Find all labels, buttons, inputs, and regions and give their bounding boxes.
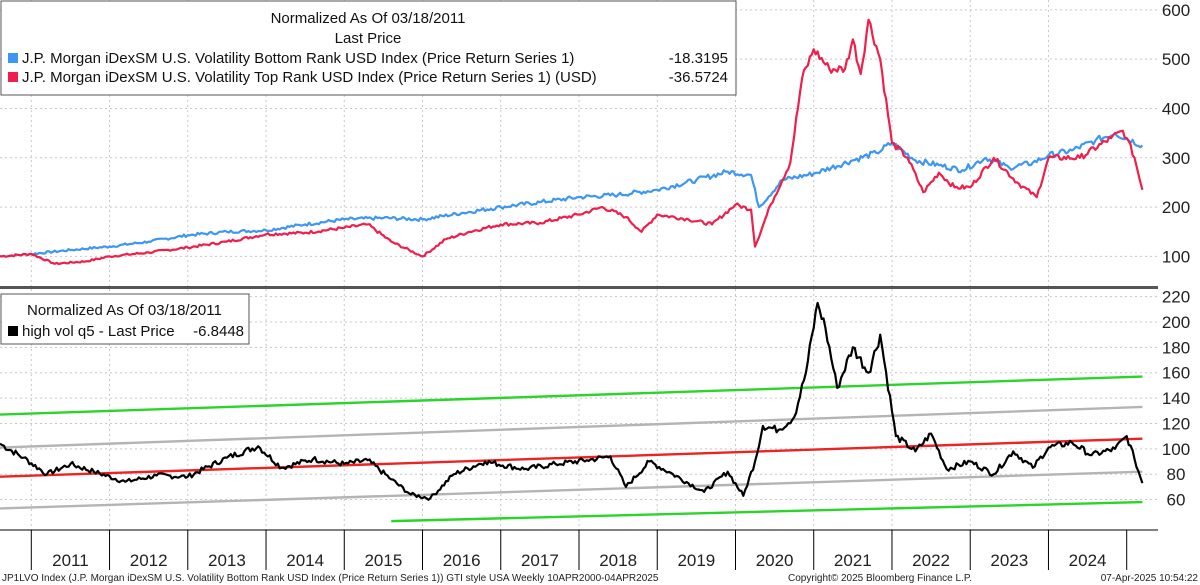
x-year-label-2020: 2020 (756, 551, 794, 570)
top-gridlines (0, 0, 1158, 286)
bottom-y-tick-60: 60 (1167, 491, 1186, 510)
bottom-y-tick-180: 180 (1162, 338, 1190, 357)
x-year-label-2016: 2016 (443, 551, 481, 570)
x-year-label-2013: 2013 (208, 551, 246, 570)
bottom-series-line-0 (0, 301, 1144, 501)
panel-divider (0, 286, 1158, 289)
legend-label-top-rank: J.P. Morgan iDexSM U.S. Volatility Top R… (22, 69, 597, 86)
x-year-label-2019: 2019 (677, 551, 715, 570)
bottom-y-tick-120: 120 (1162, 414, 1190, 433)
top-y-tick-600: 600 (1162, 1, 1190, 20)
legend-swatch-top-rank (8, 72, 18, 82)
bottom-series-lines (0, 301, 1144, 501)
legend-value-top-rank: -36.5724 (669, 69, 728, 86)
top-y-tick-100: 100 (1162, 247, 1190, 266)
footer-copyright: Copyright© 2025 Bloomberg Finance L.P. (788, 573, 972, 584)
bottom-y-tick-100: 100 (1162, 440, 1190, 459)
top-y-tick-500: 500 (1162, 50, 1190, 69)
x-axis-years: 2011 2012 2013 2014 2015 2016 2017 2018 2019 2020… (30, 530, 1128, 570)
bottom-y-axis-labels: 60 80 100 120 140 160 180 200 220 (1162, 288, 1190, 510)
regression-bands (0, 375, 1143, 523)
top-y-axis-labels: 100 200 300 400 500 600 (1162, 1, 1190, 267)
x-year-label-2024: 2024 (1069, 551, 1107, 570)
x-year-label-2018: 2018 (599, 551, 637, 570)
legend-value-bottom-rank: -18.3195 (669, 50, 728, 67)
bottom-y-tick-80: 80 (1167, 465, 1186, 484)
legend-label-bottom-rank: J.P. Morgan iDexSM U.S. Volatility Botto… (22, 50, 574, 67)
footer-timestamp: 07-Apr-2025 10:54:22 (1101, 573, 1199, 584)
legend-swatch-high-vol (8, 326, 18, 336)
bottom-y-tick-140: 140 (1162, 389, 1190, 408)
bottom-legend-box (0, 293, 250, 345)
legend-swatch-bottom-rank (8, 53, 18, 63)
footer-source: JP1LVO Index (J.P. Morgan iDexSM U.S. Vo… (2, 573, 659, 584)
legend-label-high-vol: high vol q5 - Last Price (22, 323, 175, 340)
regression-line-lower-band-1 (0, 470, 1143, 510)
bottom-legend-title: Normalized As Of 03/18/2011 (27, 302, 222, 319)
regression-line-trend (0, 437, 1143, 478)
x-year-label-2012: 2012 (130, 551, 168, 570)
bottom-y-tick-160: 160 (1162, 364, 1190, 383)
legend-value-high-vol: -6.8448 (193, 323, 244, 340)
x-year-label-2011: 2011 (52, 551, 89, 570)
x-year-label-2023: 2023 (990, 551, 1028, 570)
regression-line-upper-band-2 (0, 375, 1143, 416)
bottom-legend: Normalized As Of 03/18/2011 high vol q5 … (0, 293, 250, 345)
top-y-tick-400: 400 (1162, 99, 1190, 118)
x-year-label-2017: 2017 (521, 551, 559, 570)
top-y-tick-300: 300 (1162, 149, 1190, 168)
top-series-lines (0, 18, 1144, 266)
top-series-line-1 (0, 18, 1144, 266)
x-year-label-2015: 2015 (364, 551, 402, 570)
x-year-label-2014: 2014 (286, 551, 324, 570)
bottom-y-tick-220: 220 (1162, 288, 1190, 307)
regression-line-lower-band-2 (391, 500, 1143, 523)
bottom-y-tick-200: 200 (1162, 313, 1190, 332)
top-legend: Normalized As Of 03/18/2011 Last Price J… (0, 0, 737, 96)
x-year-label-2022: 2022 (912, 551, 950, 570)
top-legend-box (0, 0, 737, 96)
regression-line-upper-band-1 (0, 405, 1143, 449)
top-y-tick-200: 200 (1162, 198, 1190, 217)
top-legend-title: Normalized As Of 03/18/2011 (271, 10, 466, 27)
x-year-label-2021: 2021 (834, 551, 872, 570)
top-series-line-0 (0, 132, 1144, 258)
top-legend-subtitle: Last Price (335, 30, 402, 47)
